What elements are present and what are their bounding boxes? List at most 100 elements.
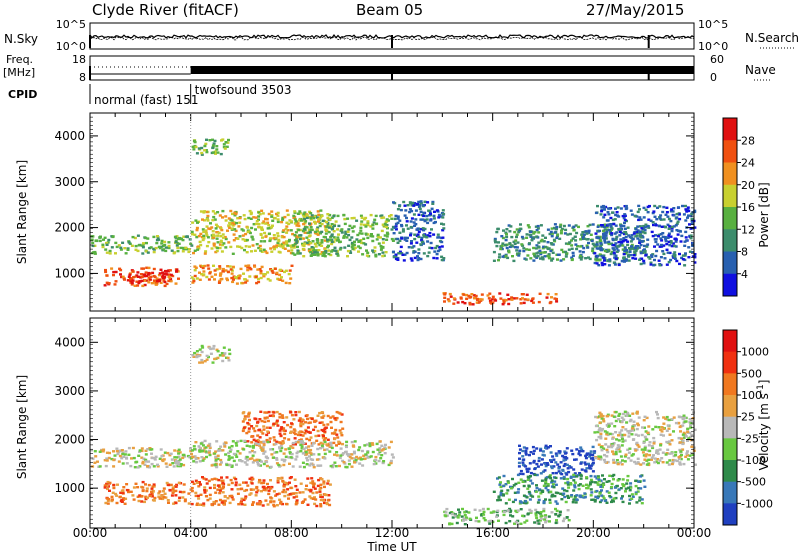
velocity-colorbar: 1000 500 100 25 -25 -100 -500 -1000 <box>722 329 773 526</box>
power-ylabel: Slant Range [km] <box>15 160 29 264</box>
colorbar-swatch <box>723 373 737 396</box>
velocity-panel: 1000 2000 3000 4000 <box>54 317 697 529</box>
colorbar-tick-label: -100 <box>741 454 766 467</box>
colorbar-swatch <box>723 416 737 439</box>
station-title: Clyde River (fitACF) <box>92 1 239 19</box>
cpid-label: CPID <box>8 88 37 101</box>
nsearch-tick-bottom: 10^0 <box>698 40 728 53</box>
colorbar-tick-label: 500 <box>741 367 762 380</box>
colorbar-swatch <box>723 460 737 483</box>
heatmap-blob <box>291 213 395 258</box>
date-title: 27/May/2015 <box>586 1 684 19</box>
heatmap-blob <box>190 476 332 508</box>
noise-trace <box>89 34 695 48</box>
heatmap-blob <box>190 209 332 256</box>
colorbar-swatch <box>723 184 737 208</box>
colorbar-swatch <box>723 438 737 461</box>
freq-tick-bottom: 8 <box>79 71 86 84</box>
freq-label: Freq. <box>6 53 33 66</box>
colorbar-swatch <box>723 330 737 353</box>
heatmap-blob <box>90 446 193 469</box>
heatmap-blob <box>593 410 697 467</box>
x-tick-label: 12:00 <box>375 526 410 540</box>
y-tick-label: 3000 <box>54 384 85 398</box>
y-tick-label: 4000 <box>54 335 85 349</box>
heatmap-blob <box>443 507 571 526</box>
heatmap-blob <box>492 223 647 263</box>
colorbar-swatch <box>723 251 737 275</box>
power-colorbar: 4 8 12 16 20 24 28 <box>722 117 755 297</box>
colorbar-swatch <box>723 395 737 418</box>
panel-frame <box>89 112 695 312</box>
colorbar-tick-label: 1000 <box>741 346 769 359</box>
colorbar-swatch <box>723 351 737 374</box>
heatmap-blob <box>127 271 169 285</box>
heatmap-blob <box>191 138 230 156</box>
colorbar-tick-label: -500 <box>741 476 766 489</box>
colorbar-tick-label: 12 <box>741 223 755 236</box>
heatmap-blob <box>103 266 180 288</box>
nsearch-line <box>89 36 695 41</box>
heatmap-blob <box>241 410 345 447</box>
y-tick-label: 1000 <box>54 266 85 280</box>
y-tick-label: 4000 <box>54 129 85 143</box>
freq-band <box>190 66 694 74</box>
x-tick-label: 16:00 <box>475 526 510 540</box>
heatmap-blob <box>191 439 395 469</box>
velocity-ylabel: Slant Range [km] <box>15 375 29 479</box>
y-tick-label: 2000 <box>54 433 85 447</box>
colorbar-tick-label: 25 <box>741 411 755 424</box>
x-tick-label: 04:00 <box>173 526 208 540</box>
y-tick-label: 1000 <box>54 481 85 495</box>
heatmap-blob <box>190 264 294 285</box>
freq-tick-top: 18 <box>72 53 86 66</box>
x-tick-labels: 00:00 04:00 08:00 12:00 16:00 20:00 00:00 <box>73 526 712 540</box>
power-panel: 1000 2000 3000 4000 <box>54 112 697 312</box>
colorbar-tick-label: 100 <box>741 389 762 402</box>
nave-label: Nave <box>745 63 776 77</box>
heatmap-blob <box>103 480 193 505</box>
freq-units-label: [MHz] <box>3 66 35 79</box>
nsky-tick-top: 10^5 <box>56 18 86 31</box>
power-colorbar-label: Power [dB] <box>757 182 771 247</box>
heatmap-blob <box>442 292 559 306</box>
colorbar-swatch <box>723 229 737 252</box>
nsky-tick-bottom: 10^0 <box>56 40 86 53</box>
nsearch-tick-top: 10^5 <box>698 18 728 31</box>
heatmap-blob <box>191 344 232 364</box>
colorbar-tick-label: 28 <box>741 134 755 147</box>
colorbar-swatch <box>723 118 737 141</box>
cpid-mode-label: twofsound 3503 <box>195 83 292 97</box>
beam-title: Beam 05 <box>356 1 423 19</box>
colorbar-tick-label: -25 <box>741 432 759 445</box>
colorbar-swatch <box>723 207 737 230</box>
colorbar-swatch <box>723 481 737 504</box>
colorbar-swatch <box>723 140 737 163</box>
colorbar-tick-label: 24 <box>741 157 755 170</box>
velocity-colorbar-label: Velocity [m s-1] <box>756 380 771 471</box>
heatmap-blob <box>392 200 446 262</box>
freq-trace <box>89 66 694 80</box>
nave-tick-top: 60 <box>710 53 724 66</box>
colorbar-swatch <box>723 273 737 297</box>
colorbar-tick-label: 20 <box>741 179 755 192</box>
colorbar-tick-label: -1000 <box>741 497 773 510</box>
colorbar-swatch <box>723 162 737 186</box>
heatmap-blob <box>492 473 647 505</box>
heatmap-blob <box>593 204 697 267</box>
heatmap-blob <box>90 234 194 255</box>
colorbar-tick-label: 4 <box>741 268 748 281</box>
nsky-label: N.Sky <box>4 32 38 46</box>
x-tick-label: 20:00 <box>576 526 611 540</box>
x-axis-label: Time UT <box>366 540 417 554</box>
x-tick-label: 08:00 <box>274 526 309 540</box>
x-tick-label: 00:00 <box>677 526 712 540</box>
y-tick-label: 3000 <box>54 175 85 189</box>
colorbar-swatch <box>723 503 737 526</box>
x-tick-label: 00:00 <box>73 526 108 540</box>
colorbar-tick-label: 8 <box>741 246 748 259</box>
heatmap-blob <box>517 444 597 476</box>
cpid-mode-label: normal (fast) 151 <box>94 93 198 107</box>
y-tick-label: 2000 <box>54 221 85 235</box>
